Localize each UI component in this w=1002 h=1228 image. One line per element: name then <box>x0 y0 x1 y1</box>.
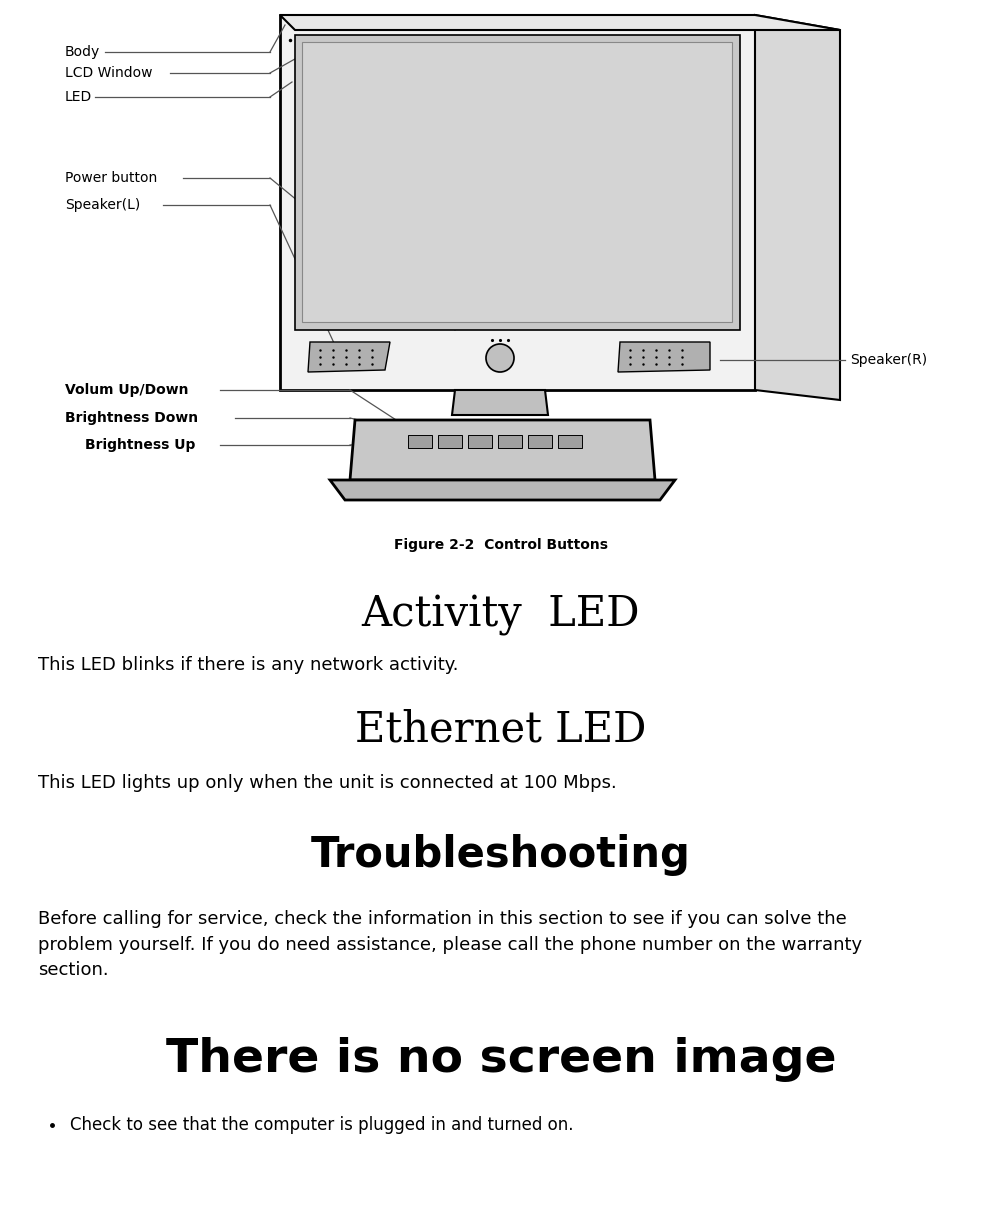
Text: Body: Body <box>65 45 100 59</box>
Polygon shape <box>438 435 462 448</box>
Text: Troubleshooting: Troubleshooting <box>311 834 691 876</box>
Polygon shape <box>280 15 755 391</box>
Text: Figure 2-2  Control Buttons: Figure 2-2 Control Buttons <box>394 538 608 553</box>
Polygon shape <box>330 480 675 500</box>
Circle shape <box>486 344 514 372</box>
Polygon shape <box>452 391 548 415</box>
Text: Before calling for service, check the information in this section to see if you : Before calling for service, check the in… <box>38 910 862 980</box>
Text: Check to see that the computer is plugged in and turned on.: Check to see that the computer is plugge… <box>70 1116 573 1133</box>
Polygon shape <box>295 36 740 330</box>
Text: Brightness Up: Brightness Up <box>85 438 195 452</box>
Text: LCD Window: LCD Window <box>65 66 152 80</box>
Text: Activity  LED: Activity LED <box>362 594 640 636</box>
Polygon shape <box>302 42 732 322</box>
Text: This LED blinks if there is any network activity.: This LED blinks if there is any network … <box>38 656 459 674</box>
Text: Power button: Power button <box>65 171 157 185</box>
Text: Speaker(L): Speaker(L) <box>65 198 140 212</box>
Polygon shape <box>350 420 655 480</box>
Polygon shape <box>498 435 522 448</box>
Polygon shape <box>280 15 840 29</box>
Polygon shape <box>308 343 390 372</box>
Text: Brightness Down: Brightness Down <box>65 411 198 425</box>
Polygon shape <box>408 435 432 448</box>
Text: LED: LED <box>65 90 92 104</box>
Polygon shape <box>755 15 840 400</box>
Polygon shape <box>618 343 710 372</box>
Polygon shape <box>468 435 492 448</box>
Text: Ethernet LED: Ethernet LED <box>356 709 646 752</box>
Polygon shape <box>558 435 582 448</box>
Text: There is no screen image: There is no screen image <box>165 1038 837 1083</box>
Polygon shape <box>528 435 552 448</box>
Text: Speaker(R): Speaker(R) <box>850 352 927 367</box>
Text: Volum Up/Down: Volum Up/Down <box>65 383 188 397</box>
Text: This LED lights up only when the unit is connected at 100 Mbps.: This LED lights up only when the unit is… <box>38 774 617 792</box>
